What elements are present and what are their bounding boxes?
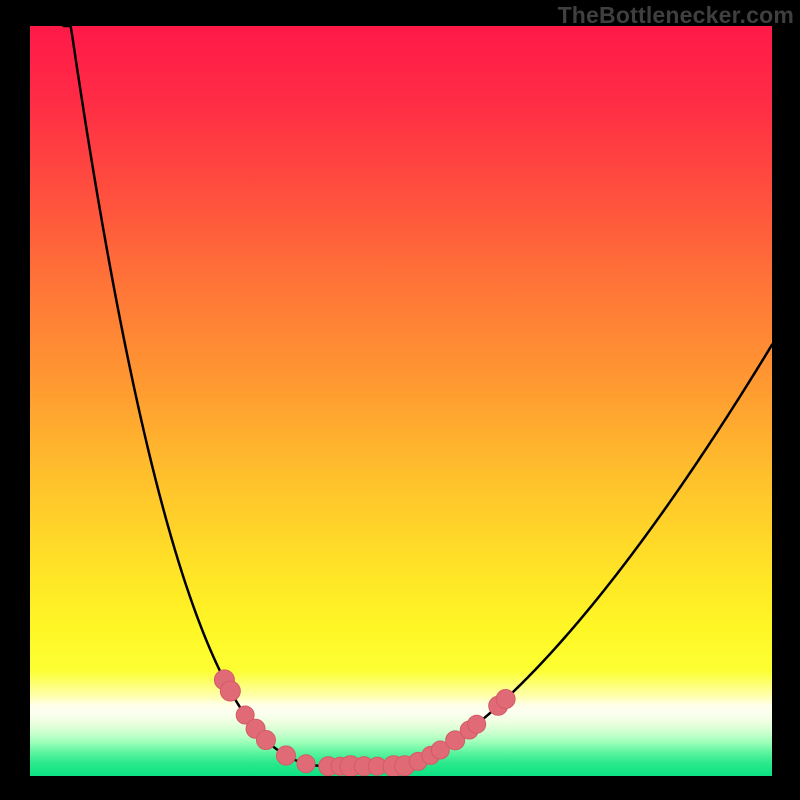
data-marker (276, 746, 295, 765)
data-marker (297, 755, 315, 773)
data-marker (496, 690, 515, 709)
bottleneck-chart (0, 0, 800, 800)
watermark-label: TheBottlenecker.com (558, 2, 794, 29)
data-marker (256, 731, 275, 750)
data-marker (468, 715, 486, 733)
gradient-background (30, 26, 772, 776)
data-marker (220, 681, 240, 701)
chart-stage: TheBottlenecker.com (0, 0, 800, 800)
